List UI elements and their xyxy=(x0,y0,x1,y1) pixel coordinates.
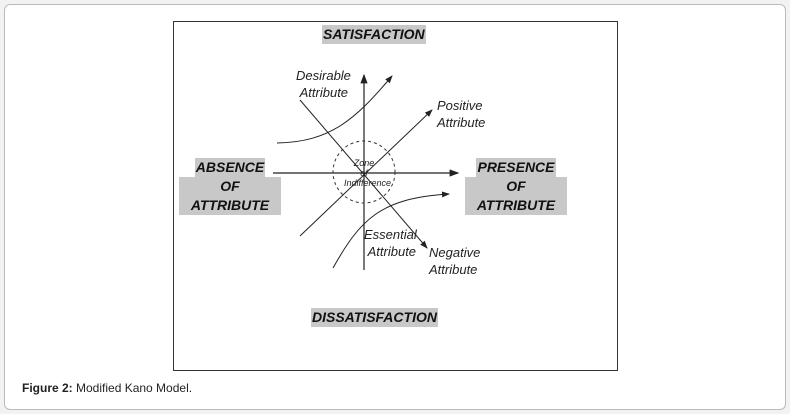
desirable-attribute-label: Desirable Attribute xyxy=(296,68,351,100)
figure-caption: Figure 2: Modified Kano Model. xyxy=(22,381,193,395)
satisfaction-label: SATISFACTION xyxy=(322,25,426,44)
absence-label: ABSENCE OF ATTRIBUTE xyxy=(179,158,281,215)
dissatisfaction-label: DISSATISFACTION xyxy=(311,308,438,327)
desirable-curve xyxy=(276,75,393,144)
negative-line xyxy=(299,99,428,249)
essential-curve xyxy=(332,191,450,269)
positive-attribute-label: Positive Attribute xyxy=(437,98,486,130)
zone-label: Zone of Indifference xyxy=(344,158,392,188)
negative-attribute-label: Negative Attribute xyxy=(429,245,481,277)
essential-attribute-label: Essential Attribute xyxy=(364,227,417,259)
positive-line xyxy=(299,109,433,237)
presence-label: PRESENCE OF ATTRIBUTE xyxy=(465,158,567,215)
zone-of-indifference-circle xyxy=(332,140,396,204)
